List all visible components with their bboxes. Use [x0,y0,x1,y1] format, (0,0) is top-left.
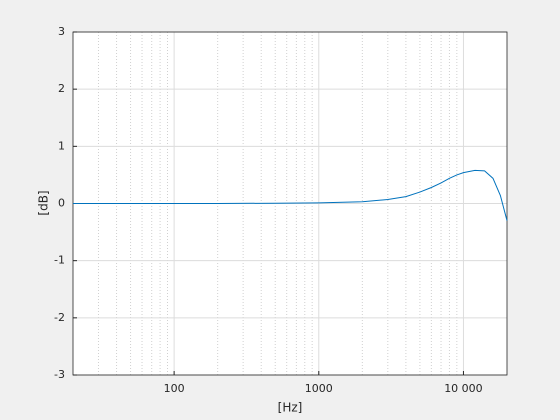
x-axis-label: [Hz] [278,401,303,415]
y-tick-label: -3 [54,368,65,381]
y-tick-label: 1 [58,139,65,152]
x-tick-label: 100 [164,382,185,395]
y-axis-label: [dB] [37,190,51,215]
y-tick-label: 3 [58,25,65,38]
y-tick-label: -2 [54,311,65,324]
line [73,169,508,221]
x-tick-label: 10 000 [444,382,483,395]
x-tick-label: 1000 [305,382,333,395]
y-tick-label: 0 [58,197,65,210]
y-tick-label: 2 [58,82,65,95]
y-tick-label: -1 [54,254,65,267]
